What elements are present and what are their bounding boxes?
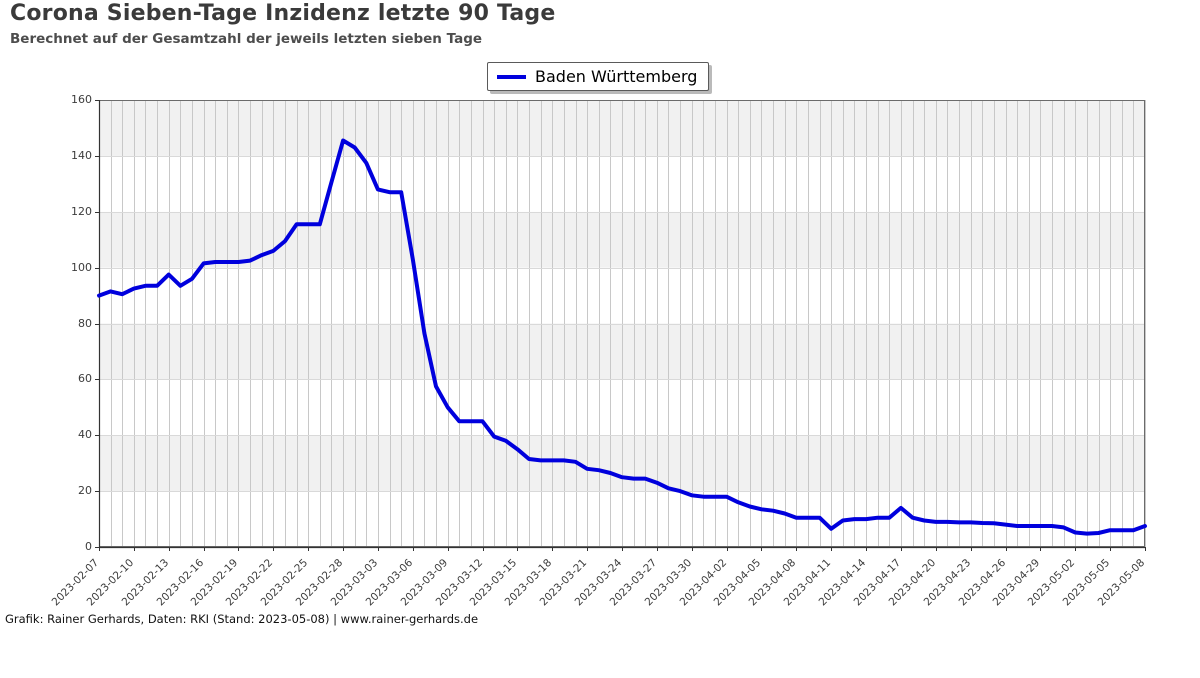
y-tick-label: 160 [71,93,92,106]
legend-label: Baden Württemberg [535,67,698,86]
axis-ticks [95,100,1146,551]
page-subtitle: Berechnet auf der Gesamtzahl der jeweils… [10,31,483,47]
incidence-line-chart [95,100,1147,551]
vertical-gridlines [99,100,1146,547]
legend-line-swatch [497,74,526,79]
y-tick-label: 60 [78,372,92,386]
series-line-baden-wuerttemberg [97,138,1147,536]
y-tick-label: 20 [78,484,92,498]
y-tick-label: 0 [85,540,92,553]
page-title: Corona Sieben-Tage Inzidenz letzte 90 Ta… [10,1,556,26]
y-tick-label: 80 [78,316,92,330]
legend: Baden Württemberg [487,62,710,91]
y-tick-label: 120 [71,204,92,218]
y-tick-label: 140 [71,148,92,162]
chart-footer-credit: Grafik: Rainer Gerhards, Daten: RKI (Sta… [5,612,479,626]
y-tick-label: 100 [71,260,92,274]
y-tick-label: 40 [78,428,92,442]
